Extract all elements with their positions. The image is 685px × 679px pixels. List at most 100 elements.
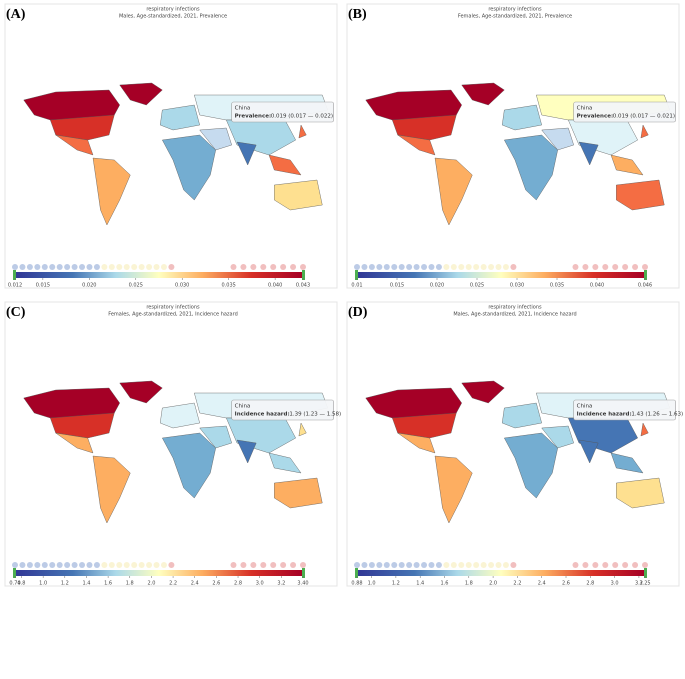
distribution-dot — [450, 264, 457, 270]
country-region — [119, 82, 163, 106]
range-handle — [355, 568, 358, 578]
distribution-dot — [354, 562, 360, 568]
map-title: respiratory infections — [488, 305, 542, 311]
tooltip-metric: Incidence hazard: — [235, 412, 290, 418]
distribution-dot — [41, 562, 48, 568]
colorbar-tick-label: 2.0 — [489, 581, 497, 587]
colorbar-tick-label: 2.6 — [562, 581, 570, 587]
map-subtitle: Males, Age-standardized, 2021, Prevalenc… — [119, 14, 227, 20]
country-region — [501, 402, 542, 429]
distribution-dot — [290, 264, 297, 270]
distribution-dot — [443, 562, 450, 568]
distribution-dot — [34, 562, 41, 568]
distribution-dot — [71, 264, 78, 270]
distribution-dot — [435, 562, 442, 568]
colorbar-tick-label: 0.040 — [268, 283, 282, 289]
colorbar-tick-label: 0.030 — [510, 283, 524, 289]
country-region — [610, 452, 644, 474]
map-title: respiratory infections — [146, 305, 200, 311]
range-handle — [13, 568, 16, 578]
distribution-dot — [612, 562, 619, 568]
distribution-dot — [421, 562, 428, 568]
distribution-dot — [79, 264, 86, 270]
country-region — [55, 134, 94, 156]
colorbar-tick-label: 0.030 — [175, 283, 189, 289]
tooltip-country: China — [577, 404, 593, 410]
distribution-dot — [12, 562, 18, 568]
distribution-dot — [138, 562, 145, 568]
country-region — [392, 412, 457, 439]
distribution-dot — [116, 264, 123, 270]
distribution-dot — [146, 562, 153, 568]
tooltip-box — [231, 399, 334, 421]
country-region — [298, 124, 307, 139]
distribution-dot — [383, 562, 390, 568]
colorbar-tick-label: 0.012 — [8, 283, 22, 289]
distribution-dot — [86, 264, 93, 270]
country-region — [610, 154, 644, 176]
country-region — [567, 417, 638, 454]
distribution-dot — [632, 264, 639, 270]
country-region — [55, 432, 94, 454]
distribution-dot — [116, 562, 123, 568]
range-handle — [13, 270, 16, 280]
country-region — [268, 452, 302, 474]
distribution-dot — [56, 562, 63, 568]
colorbar-tick-label: 0.025 — [129, 283, 143, 289]
tooltip-metric: Prevalence: — [235, 114, 272, 120]
distribution-dot — [86, 562, 93, 568]
distribution-dot — [34, 264, 41, 270]
colorbar-tick-label: 0.015 — [390, 283, 404, 289]
distribution-dot — [642, 264, 648, 270]
colorbar-tick-label: 3.0 — [611, 581, 619, 587]
country-region — [92, 157, 131, 226]
colorbar-tick-label: 0.046 — [638, 283, 652, 289]
distribution-dot — [488, 264, 495, 270]
distribution-dot — [413, 562, 420, 568]
distribution-dot — [280, 264, 287, 270]
country-region — [23, 387, 120, 419]
country-region — [50, 114, 115, 141]
distribution-dot — [406, 264, 413, 270]
tooltip-box — [573, 399, 676, 421]
distribution-dot — [12, 264, 18, 270]
country-region — [161, 134, 216, 201]
country-region — [92, 455, 131, 524]
colorbar — [357, 570, 645, 576]
distribution-dot — [108, 562, 115, 568]
distribution-dot — [41, 264, 48, 270]
country-region — [274, 477, 323, 509]
distribution-dot — [131, 562, 138, 568]
colorbar-tick-label: 2.2 — [169, 581, 177, 587]
country-region — [365, 387, 462, 419]
distribution-dot — [592, 264, 599, 270]
distribution-dot — [270, 562, 277, 568]
distribution-dot — [502, 562, 509, 568]
country-region — [236, 141, 257, 166]
colorbar-tick-label: 2.4 — [538, 581, 546, 587]
distribution-dot — [230, 264, 237, 270]
distribution-dot — [168, 264, 175, 270]
colorbar-tick-label: 1.4 — [82, 581, 90, 587]
country-region — [225, 119, 296, 156]
map-title: respiratory infections — [146, 7, 200, 13]
country-region — [50, 412, 115, 439]
distribution-dot — [376, 264, 383, 270]
range-handle — [355, 270, 358, 280]
distribution-dot — [465, 562, 472, 568]
colorbar-tick-label: 0.035 — [222, 283, 236, 289]
distribution-dot — [93, 562, 100, 568]
country-region — [578, 439, 599, 464]
colorbar-tick-label: 3.2 — [277, 581, 285, 587]
distribution-dot — [168, 562, 175, 568]
distribution-dot — [138, 264, 145, 270]
distribution-dot — [473, 264, 480, 270]
colorbar-tick-label: 0.035 — [550, 283, 564, 289]
country-region — [503, 134, 558, 201]
distribution-dot — [376, 562, 383, 568]
distribution-dot — [488, 562, 495, 568]
distribution-dot — [572, 562, 579, 568]
distribution-dot — [572, 264, 579, 270]
